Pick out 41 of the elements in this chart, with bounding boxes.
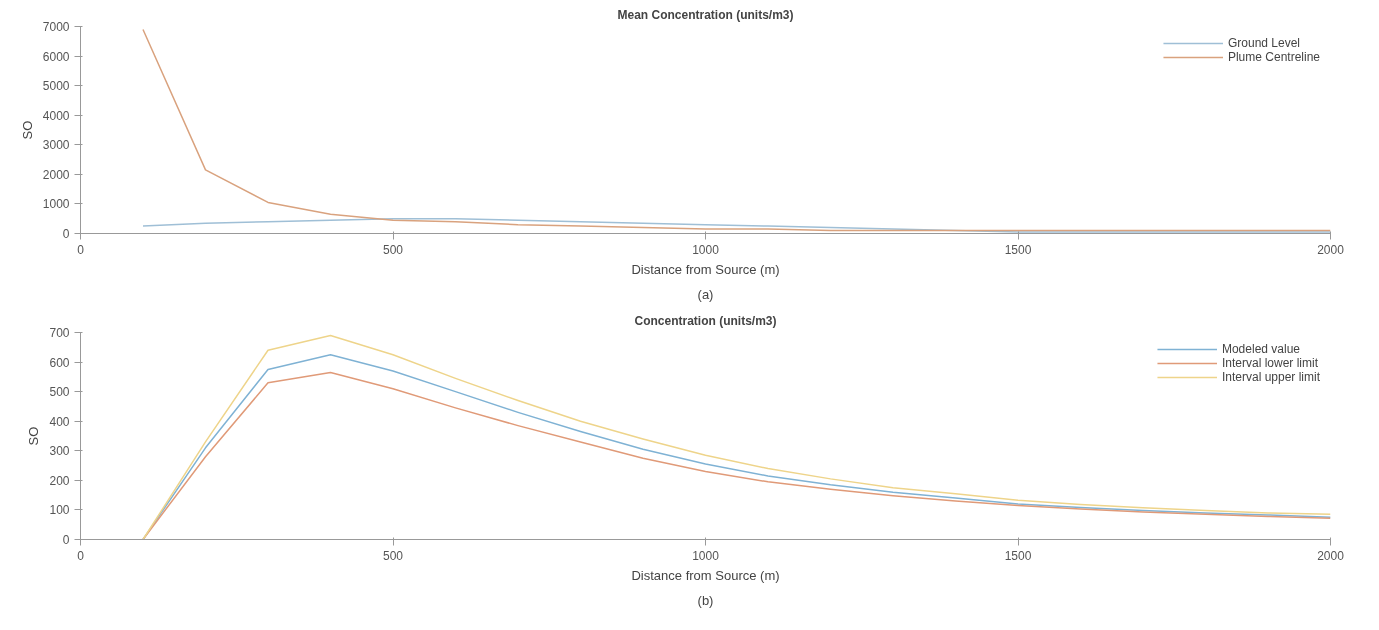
- x-axis-title: Distance from Source (m): [631, 567, 780, 583]
- y-tick-label: 200: [49, 473, 70, 488]
- text: (a): [697, 286, 714, 302]
- legend-label: Modeled value: [1221, 342, 1301, 356]
- y-tick-label: 0: [62, 227, 70, 241]
- y-tick-label: 1000: [42, 197, 70, 212]
- y-tick-label: 4000: [42, 108, 70, 123]
- line-series: [142, 28, 1331, 232]
- line-series: [142, 217, 1331, 233]
- x-tick-label: 0: [77, 242, 85, 257]
- x-tick-label: 0: [77, 548, 85, 563]
- y-tick-label: 6000: [42, 49, 70, 64]
- y-tick-label: 600: [49, 355, 70, 370]
- y-tick-label: 7000: [42, 20, 70, 34]
- y-tick-label: 3000: [42, 138, 70, 153]
- y-tick-label: 0: [62, 533, 70, 547]
- x-tick-label: 500: [382, 242, 404, 257]
- y-tick-label: 500: [49, 385, 70, 400]
- x-tick-label: 1000: [692, 242, 720, 257]
- text: (b): [697, 592, 714, 608]
- x-tick-label: 500: [382, 548, 404, 563]
- y-axis-title: SO: [26, 426, 42, 446]
- y-axis-title: SO: [19, 120, 35, 140]
- y-tick-label: 700: [49, 326, 70, 340]
- y-tick-label: 300: [49, 444, 70, 459]
- x-axis-title: Distance from Source (m): [631, 261, 780, 277]
- legend-label: Interval lower limit: [1221, 356, 1318, 370]
- legend-label: Ground Level: [1227, 36, 1300, 50]
- y-tick-label: 100: [49, 503, 70, 518]
- x-tick-label: 1000: [692, 548, 720, 563]
- y-tick-label: 5000: [42, 79, 70, 94]
- x-tick-label: 1500: [1004, 548, 1032, 563]
- legend-label: Interval upper limit: [1221, 370, 1320, 384]
- legend-label: Plume Centreline: [1227, 50, 1320, 64]
- y-tick-label: 2000: [42, 167, 70, 182]
- x-tick-label: 1500: [1004, 242, 1032, 257]
- x-tick-label: 2000: [1317, 548, 1345, 563]
- chart-title: Mean Concentration (units/m3): [617, 7, 794, 22]
- x-tick-label: 2000: [1317, 242, 1345, 257]
- chart-title: Concentration (units/m3): [634, 313, 777, 328]
- y-tick-label: 400: [49, 414, 70, 429]
